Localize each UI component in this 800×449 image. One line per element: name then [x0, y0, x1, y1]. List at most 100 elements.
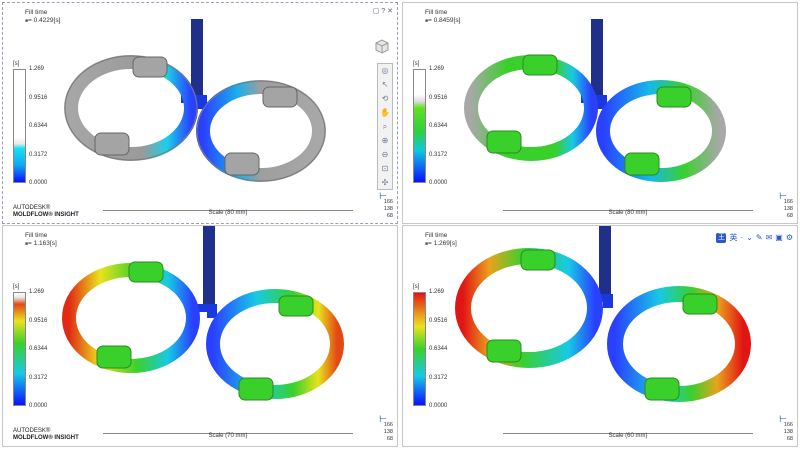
english-icon[interactable]: 英 [729, 233, 738, 242]
result-title: Fill time [425, 232, 448, 239]
select-icon[interactable]: ↖ [381, 80, 389, 89]
view-panel-2[interactable]: Fill time = 0.8459[s] [s] 1.269 0.9516 0… [402, 2, 798, 224]
legend-tick: 0.0000 [429, 180, 448, 186]
legend-tick: 0.6344 [429, 123, 448, 129]
triad-value: 166 [383, 199, 393, 205]
legend-unit: [s] [413, 284, 420, 290]
chevron-down-icon[interactable]: ⌄ [746, 233, 753, 242]
navigation-toolbar[interactable]: ◎ ↖ ⟲ ✋ ⌕ ⊕ ⊖ ⊡ ✣ [377, 63, 393, 190]
pan-icon[interactable]: ✋ [380, 108, 390, 117]
triad-value: 68 [786, 213, 793, 219]
axis-icon: ⊢ [379, 414, 387, 424]
legend-tick: 0.9516 [29, 317, 48, 324]
part-model-3 [62, 226, 344, 401]
result-value: = 1.163[s] [25, 240, 57, 248]
scale-bar: Scale (80 mm) [503, 207, 753, 217]
scale-label: Scale (60 mm) [608, 433, 648, 439]
part-model-1 [64, 19, 326, 182]
triad-value: 138 [783, 206, 793, 212]
result-value: = 1.269[s] [425, 240, 457, 248]
legend-unit: [s] [13, 284, 20, 290]
window-icon[interactable]: ▣ [775, 233, 783, 242]
part-model-2 [464, 19, 726, 182]
rotate-3d-icon[interactable]: ⟲ [381, 94, 389, 103]
result-value: = 0.4229[s] [25, 17, 60, 25]
color-scale-bar [13, 292, 26, 406]
part-model-4 [455, 226, 751, 402]
window-controls[interactable]: ▢ ? ✕ [373, 7, 393, 15]
legend-tick: 0.3172 [429, 374, 448, 381]
move-icon[interactable]: ✣ [381, 178, 389, 187]
scale-bar: Scale (60 mm) [503, 430, 753, 440]
triad-value: 138 [783, 429, 793, 435]
triad-value: 138 [383, 206, 393, 212]
view-panel-1[interactable]: Fill time = 0.4229[s] [s] 1.269 0.9516 0… [2, 2, 398, 224]
zoom-in-icon[interactable]: ⊕ [381, 136, 389, 145]
rotate-icon[interactable]: ◎ [381, 66, 389, 75]
zoom-icon[interactable]: ⌕ [382, 122, 388, 131]
brand-line-1: AUTODESK® [13, 205, 51, 211]
translate-logo-icon[interactable]: 王 [716, 232, 727, 243]
legend-tick: 0.0000 [29, 403, 48, 409]
axis-icon: ⊢ [779, 191, 787, 201]
scale-label: Scale (80 mm) [608, 210, 648, 216]
translate-toolbar[interactable]: 王 英 · ⌄ ✎ ✉ ▣ ⚙ [716, 232, 793, 243]
brand-logo: AUTODESK® MOLDFLOW® INSIGHT [13, 205, 79, 219]
pen-icon[interactable]: ✎ [755, 233, 763, 242]
brand-line-2: MOLDFLOW® INSIGHT [13, 435, 79, 441]
brand-logo: AUTODESK® MOLDFLOW® INSIGHT [13, 428, 79, 442]
legend-tick: 0.9516 [29, 94, 48, 101]
dot-icon[interactable]: · [740, 233, 744, 242]
axis-triad: ⊢ 166 138 68 [369, 189, 393, 219]
triad-value: 138 [383, 429, 393, 435]
result-header: Fill time = 1.269[s] [425, 232, 457, 248]
triad-value: 166 [783, 199, 793, 205]
axis-triad: ⊢ 166 138 68 [769, 189, 793, 219]
fit-icon[interactable]: ⊡ [381, 164, 389, 173]
view-panel-4[interactable]: Fill time = 1.269[s] [s] 1.269 0.9516 0.… [402, 225, 798, 447]
legend-tick: 0.0000 [29, 180, 48, 186]
question-icon[interactable]: ? [381, 8, 386, 15]
triad-value: 68 [786, 436, 793, 442]
color-scale-bar [13, 69, 26, 183]
legend-tick: 1.269 [29, 66, 45, 72]
legend-tick: 0.6344 [29, 123, 48, 129]
axis-icon: ⊢ [379, 191, 387, 201]
legend-tick: 0.9516 [429, 94, 448, 101]
legend-tick: 0.9516 [429, 317, 448, 324]
legend-tick: 0.3172 [29, 374, 48, 381]
legend-tick: 0.6344 [29, 346, 48, 352]
legend-tick: 1.269 [429, 289, 445, 295]
result-header: Fill time = 0.4229[s] [25, 9, 60, 25]
legend-ticks: 1.269 0.9516 0.6344 0.3172 0.0000 [29, 289, 69, 409]
legend-tick: 0.0000 [429, 403, 448, 409]
legend-unit: [s] [413, 61, 420, 67]
result-header: Fill time = 0.8459[s] [425, 9, 460, 25]
legend-ticks: 1.269 0.9516 0.6344 0.3172 0.0000 [29, 66, 69, 186]
triad-value: 166 [783, 422, 793, 428]
legend-tick: 0.3172 [29, 151, 48, 158]
close-icon[interactable]: ✕ [387, 8, 393, 15]
legend-tick: 0.3172 [429, 151, 448, 158]
gear-icon[interactable]: ⚙ [785, 233, 793, 242]
axis-icon: ⊢ [779, 414, 787, 424]
result-value: = 0.8459[s] [425, 17, 460, 25]
legend-tick: 1.269 [429, 66, 445, 72]
legend-ticks: 1.269 0.9516 0.6344 0.3172 0.0000 [429, 66, 469, 186]
brand-line-1: AUTODESK® [13, 428, 51, 434]
scale-label: Scale (70 mm) [208, 433, 248, 439]
color-scale-bar [413, 292, 426, 406]
view-panel-3[interactable]: Fill time = 1.163[s] [s] 1.269 0.9516 0.… [2, 225, 398, 447]
axis-triad: ⊢ 166 138 68 [769, 412, 793, 442]
result-title: Fill time [25, 9, 48, 16]
zoom-out-icon[interactable]: ⊖ [381, 150, 389, 159]
view-cube-icon[interactable] [373, 37, 391, 55]
legend-tick: 0.6344 [429, 346, 448, 352]
triad-value: 166 [383, 422, 393, 428]
window-icon[interactable]: ▢ [372, 8, 380, 15]
brand-line-2: MOLDFLOW® INSIGHT [13, 212, 79, 218]
mail-icon[interactable]: ✉ [765, 233, 773, 242]
result-header: Fill time = 1.163[s] [25, 232, 57, 248]
legend-ticks: 1.269 0.9516 0.6344 0.3172 0.0000 [429, 289, 469, 409]
scale-label: Scale (80 mm) [208, 210, 248, 216]
